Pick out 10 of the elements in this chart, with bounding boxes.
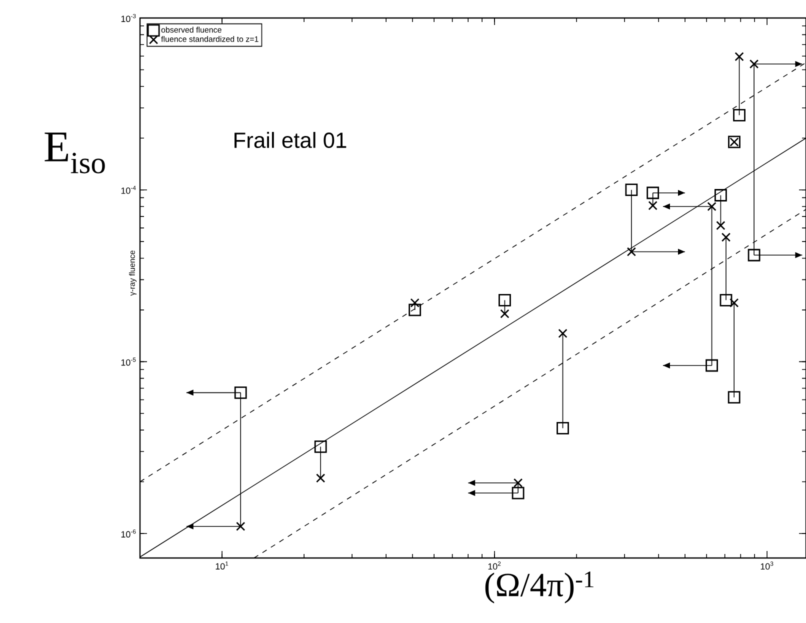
x-tick-label: 10$^{1}$ xyxy=(216,562,228,570)
x-tick-label: 10$^{3}$ xyxy=(760,562,774,570)
annotation: Frail etal 01 xyxy=(234,132,346,148)
x-axis-title: (Ω/4π)$^{-1}$ xyxy=(485,572,594,604)
y-tick-label: 10$^{-5}$ xyxy=(121,358,136,366)
y-tick-label: 10$^{-6}$ xyxy=(121,529,136,538)
y-tick-label: 10$^{-4}$ xyxy=(121,186,136,194)
x-tick-label: 10$^{2}$ xyxy=(488,562,501,570)
text: E$_{iso}$ xyxy=(44,132,105,174)
y-tick-label: 10$^{-3}$ xyxy=(121,14,136,22)
